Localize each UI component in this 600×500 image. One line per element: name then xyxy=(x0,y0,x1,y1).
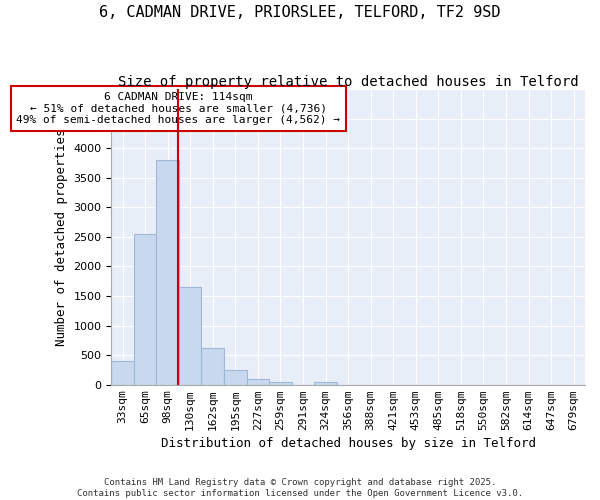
Bar xyxy=(179,287,202,384)
Text: 6, CADMAN DRIVE, PRIORSLEE, TELFORD, TF2 9SD: 6, CADMAN DRIVE, PRIORSLEE, TELFORD, TF2… xyxy=(99,5,501,20)
Bar xyxy=(224,370,247,384)
Bar xyxy=(157,160,179,384)
Bar xyxy=(269,382,292,384)
Bar xyxy=(247,379,269,384)
Bar xyxy=(134,234,157,384)
Text: Contains HM Land Registry data © Crown copyright and database right 2025.
Contai: Contains HM Land Registry data © Crown c… xyxy=(77,478,523,498)
Bar xyxy=(314,382,337,384)
Title: Size of property relative to detached houses in Telford: Size of property relative to detached ho… xyxy=(118,75,578,89)
Y-axis label: Number of detached properties: Number of detached properties xyxy=(55,128,68,346)
X-axis label: Distribution of detached houses by size in Telford: Distribution of detached houses by size … xyxy=(161,437,536,450)
Bar xyxy=(111,361,134,384)
Text: 6 CADMAN DRIVE: 114sqm
← 51% of detached houses are smaller (4,736)
49% of semi-: 6 CADMAN DRIVE: 114sqm ← 51% of detached… xyxy=(16,92,340,125)
Bar xyxy=(202,348,224,385)
